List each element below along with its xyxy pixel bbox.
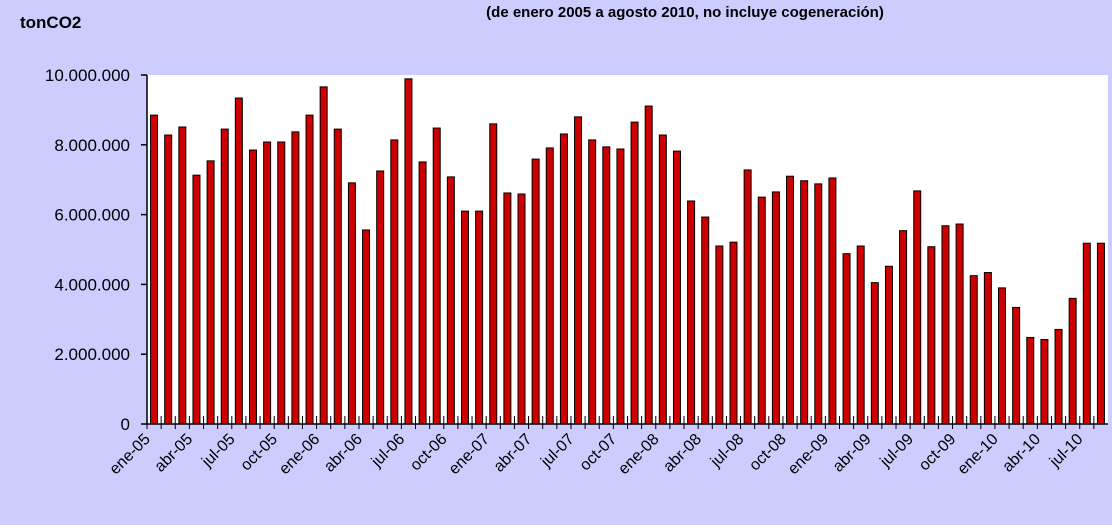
plot-area — [147, 75, 1108, 424]
bar — [616, 148, 625, 425]
bar — [432, 127, 441, 425]
bar — [1012, 306, 1021, 425]
bar — [376, 170, 385, 425]
bar — [856, 245, 865, 425]
bar — [899, 230, 908, 425]
bar — [941, 225, 950, 425]
y-tick-label: 8.000.000 — [54, 136, 130, 155]
bar — [1054, 328, 1063, 425]
bar — [531, 158, 540, 425]
bar — [460, 210, 469, 425]
bar — [842, 253, 851, 425]
bar — [998, 287, 1007, 425]
bar — [602, 146, 611, 425]
bar — [1040, 339, 1049, 425]
y-tick-label: 2.000.000 — [54, 345, 130, 364]
bar — [206, 160, 215, 425]
bar — [644, 105, 653, 425]
bar — [545, 147, 554, 425]
bar — [418, 161, 427, 425]
bar — [743, 169, 752, 425]
bar — [1026, 336, 1035, 425]
bar — [828, 177, 837, 425]
bar — [164, 134, 173, 425]
chart-title: (de enero 2005 a agosto 2010, no incluye… — [486, 4, 884, 21]
bar — [1082, 242, 1091, 425]
bar — [319, 86, 328, 425]
bar — [1068, 297, 1077, 425]
bar — [333, 128, 342, 425]
bar — [884, 265, 893, 425]
bar — [969, 275, 978, 425]
bar — [234, 97, 243, 425]
y-tick-label: 6.000.000 — [54, 206, 130, 225]
bar — [248, 149, 257, 425]
bar — [955, 223, 964, 425]
bar — [263, 141, 272, 425]
bar — [757, 196, 766, 425]
bar — [870, 282, 879, 425]
bar — [687, 200, 696, 425]
bar — [800, 180, 809, 425]
bar — [305, 114, 314, 425]
bar — [574, 116, 583, 425]
bar — [715, 245, 724, 425]
bar — [390, 139, 399, 425]
bar — [701, 216, 710, 425]
bar — [277, 141, 286, 425]
bar — [658, 134, 667, 425]
bar — [729, 241, 738, 425]
y-axis-label: tonCO2 — [20, 13, 81, 32]
y-tick-label: 4.000.000 — [54, 275, 130, 294]
bar — [503, 192, 512, 425]
bar — [786, 175, 795, 425]
bar — [672, 150, 681, 425]
bar — [489, 123, 498, 425]
bar — [192, 174, 201, 425]
bar — [630, 121, 639, 425]
bar — [927, 246, 936, 425]
bar — [446, 176, 455, 425]
bar — [404, 78, 413, 425]
bar — [475, 210, 484, 425]
bar — [1096, 242, 1105, 425]
bar — [588, 139, 597, 425]
bar — [771, 191, 780, 425]
y-tick-label: 10.000.000 — [45, 66, 130, 85]
bar — [913, 190, 922, 425]
bar — [291, 131, 300, 425]
bar — [362, 229, 371, 425]
bar — [347, 182, 356, 425]
bar — [983, 272, 992, 425]
bar — [559, 133, 568, 425]
bar — [517, 193, 526, 425]
bar — [220, 128, 229, 425]
bar — [178, 126, 187, 425]
y-tick-label: 0 — [121, 415, 130, 434]
bar — [150, 114, 159, 425]
bar — [814, 183, 823, 425]
